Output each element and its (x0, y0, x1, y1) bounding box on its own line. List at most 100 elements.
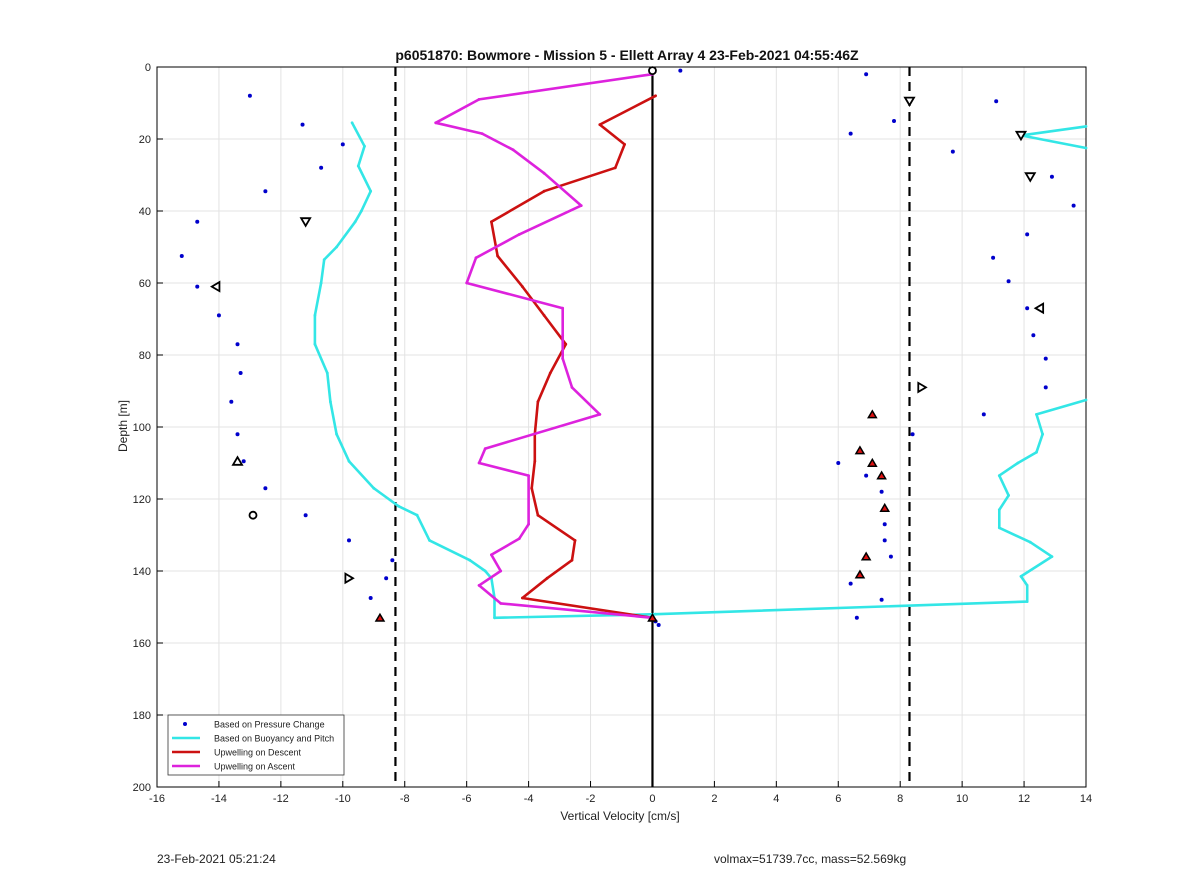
series-vertex (536, 513, 540, 517)
pressure-point (195, 284, 200, 289)
open-triangle-marker (1014, 130, 1028, 142)
series-vertex (533, 459, 537, 463)
series-vertex (613, 166, 617, 170)
series-vertex (542, 314, 546, 317)
pressure-point (981, 412, 986, 417)
open-triangle-marker (210, 280, 221, 293)
filled-triangle-marker (867, 457, 878, 467)
series-vertex (477, 584, 481, 587)
series-vertex (1028, 540, 1032, 544)
pressure-point (991, 255, 996, 260)
pressure-point (1071, 203, 1076, 208)
series-vertex (1016, 461, 1020, 465)
series-vertex (428, 539, 431, 542)
series-vertex (372, 486, 376, 490)
open-triangle-marker (1033, 302, 1045, 315)
pressure-point (1043, 356, 1048, 361)
filled-triangle-marker (860, 551, 872, 561)
open-round-marker (248, 510, 258, 520)
series-vertex (359, 209, 363, 213)
pressure-point (678, 68, 683, 73)
pressure-point (247, 93, 252, 98)
series-vertex (319, 281, 323, 285)
series-vertex (1041, 432, 1045, 436)
series-vertex (511, 148, 515, 152)
pressure-point (848, 131, 853, 136)
pressure-point (848, 581, 853, 586)
series-vertex (477, 98, 481, 101)
x-tick-label: -16 (149, 793, 165, 805)
series-vertex (542, 171, 546, 175)
y-tick-label: 180 (133, 710, 151, 722)
series-vertex (499, 602, 503, 605)
series-vertex (570, 386, 574, 389)
footer-timestamp: 23-Feb-2021 05:21:24 (157, 852, 276, 866)
series-vertex (496, 254, 500, 258)
x-tick-label: 10 (956, 793, 968, 805)
pressure-point (879, 597, 884, 602)
series-vertex (1035, 450, 1038, 454)
series-vertex (335, 245, 339, 249)
pressure-point (235, 342, 240, 347)
x-tick-label: 4 (773, 793, 779, 805)
x-tick-label: 8 (897, 793, 903, 805)
legend-label-buoyancy-pitch: Based on Buoyancy and Pitch (214, 734, 334, 744)
open-triangle-marker (299, 217, 312, 228)
series-pressure-change (179, 68, 1076, 627)
filled-triangle-marker (854, 445, 866, 455)
series-vertex (480, 132, 484, 136)
legend: Based on Pressure Change Based on Buoyanc… (167, 714, 345, 776)
y-tick-label: 0 (145, 62, 151, 74)
series-vertex (1007, 494, 1010, 497)
series-vertex (527, 522, 530, 526)
pressure-point (229, 399, 234, 404)
y-axis-label: Depth [m] (116, 400, 130, 452)
x-tick-label: 14 (1080, 793, 1092, 805)
filled-triangle-marker (374, 612, 386, 622)
series-vertex (1084, 146, 1088, 150)
chart-title: p6051870: Bowmore - Mission 5 - Ellett A… (395, 47, 859, 63)
series-vertex (997, 508, 1001, 512)
pressure-point (1006, 279, 1011, 284)
series-vertex (468, 558, 472, 562)
series-vertex (1019, 575, 1023, 578)
x-tick-label: -6 (462, 793, 472, 805)
series-vertex (997, 526, 1001, 530)
series-vertex (329, 400, 332, 404)
series-vertex (1050, 555, 1054, 558)
pressure-point (319, 165, 324, 170)
pressure-point (263, 486, 268, 491)
y-tick-label: 60 (139, 278, 151, 290)
reference-lines (394, 67, 911, 787)
series-vertex (363, 144, 366, 148)
pressure-point (241, 459, 246, 464)
series-vertex (623, 143, 626, 146)
series-vertex (598, 123, 602, 126)
open-triangle-marker (231, 455, 244, 466)
x-tick-label: 12 (1018, 793, 1030, 805)
x-tick-label: -14 (211, 793, 227, 805)
pressure-point (1049, 174, 1054, 179)
pressure-point (235, 432, 240, 437)
series-vertex (434, 121, 438, 125)
filled-triangle-marker (879, 502, 891, 512)
series-vertex (570, 558, 574, 562)
open-triangle-marker (903, 96, 916, 108)
pressure-point (1031, 333, 1036, 338)
x-tick-label: -2 (586, 793, 596, 805)
series-vertex (1035, 413, 1038, 416)
series-vertex (521, 596, 524, 600)
legend-label-upwelling-descent: Upwelling on Descent (214, 748, 302, 758)
filled-triangle-marker (867, 409, 878, 419)
series-line (1019, 125, 1087, 150)
x-tick-label: -8 (400, 793, 410, 805)
series-vertex (369, 189, 373, 193)
x-tick-label: 6 (835, 793, 841, 805)
pressure-point (656, 623, 661, 627)
y-tick-label: 100 (133, 422, 151, 434)
series-vertex (561, 306, 565, 310)
series-vertex (490, 553, 493, 557)
y-tick-label: 40 (139, 206, 151, 218)
series-vertex (353, 220, 357, 224)
